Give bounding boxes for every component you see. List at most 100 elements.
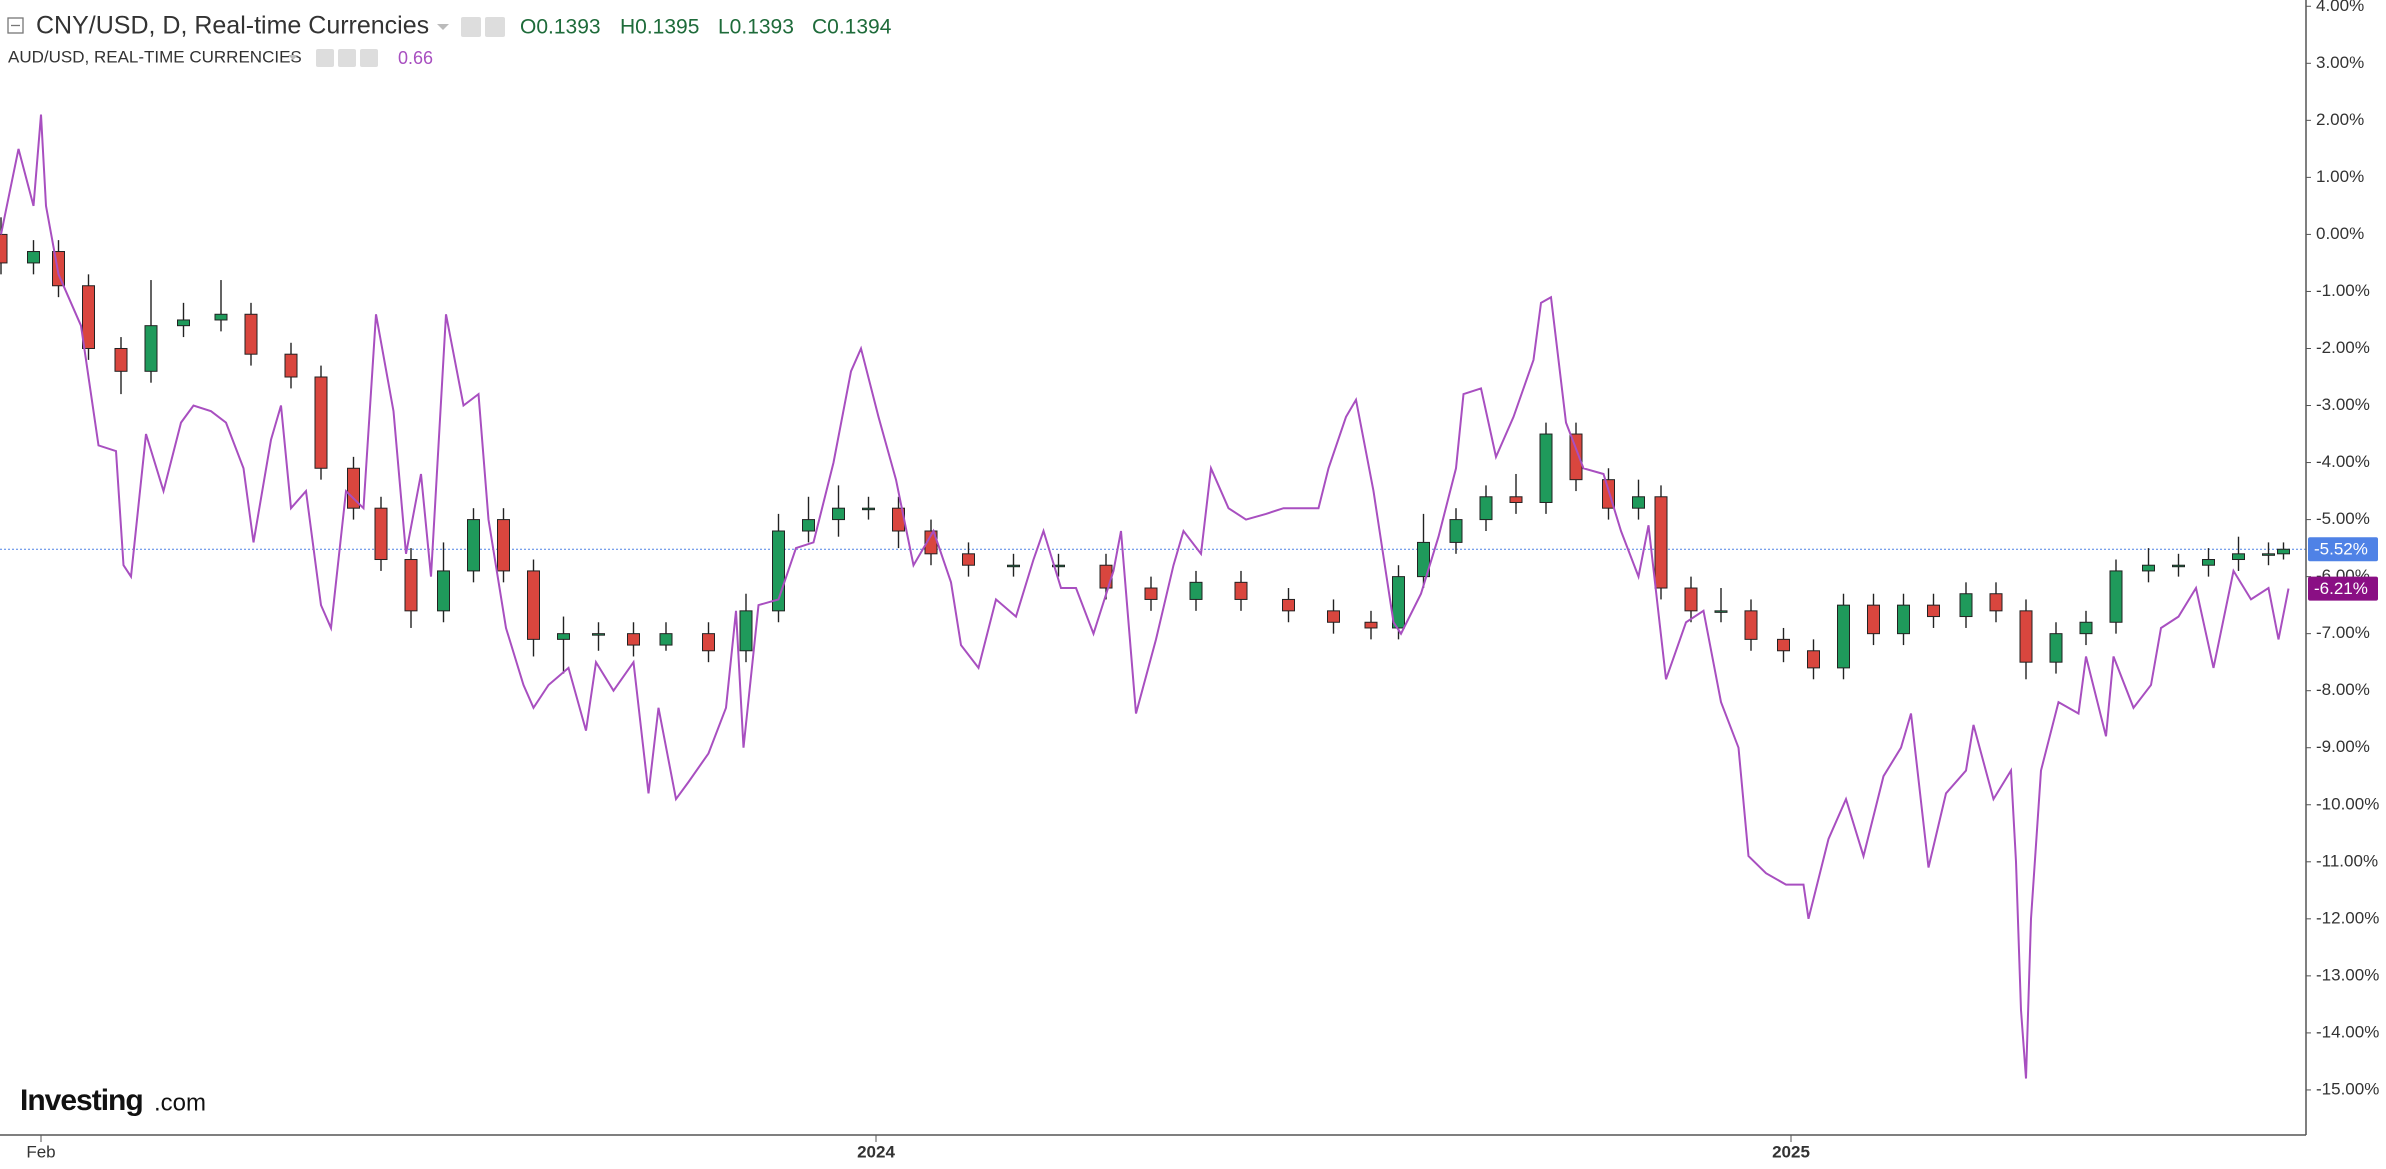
candle-body (2019, 610, 2033, 663)
candle-body (557, 633, 570, 640)
candle-body (659, 633, 673, 646)
candle-body (1777, 638, 1790, 652)
candle-body (1327, 610, 1340, 623)
candle-body (1807, 650, 1820, 669)
y-tick-label: 3.00% (2316, 53, 2364, 72)
candle-body (2277, 548, 2290, 555)
candle-body (1144, 587, 1158, 600)
candle-body (114, 347, 128, 372)
candle-body (27, 251, 40, 264)
candle-body (1449, 519, 1463, 543)
x-tick-label: 2025 (1772, 1142, 1810, 1161)
settings-icon[interactable] (316, 49, 334, 67)
candle-body (1189, 581, 1203, 600)
overlay-dropdown[interactable] (288, 55, 298, 60)
candle-body (284, 353, 298, 378)
candle-body (214, 313, 228, 321)
candle-body (1897, 604, 1910, 635)
ohlc-low: L0.1393 (718, 16, 794, 39)
chart-title: CNY/USD, D, Real-time Currencies (36, 12, 429, 40)
y-tick-label: -4.00% (2316, 452, 2370, 471)
candle-body (1539, 433, 1553, 503)
watermark-domain: .com (154, 1089, 206, 1116)
candle-body (1654, 496, 1668, 589)
candle-body (314, 376, 328, 469)
ohlc-close: C0.1394 (812, 16, 892, 39)
candle-body (962, 553, 975, 566)
price-tag: -6.21% (2314, 579, 2368, 598)
close-icon[interactable] (360, 49, 378, 67)
candle-body (1282, 598, 1295, 612)
collapse-icon[interactable] (7, 17, 24, 34)
candle-body (1392, 576, 1405, 629)
candle-body (1959, 593, 1973, 618)
x-tick-label: Feb (26, 1142, 55, 1161)
candle-body (82, 285, 95, 349)
overlay-name: AUD/USD, REAL-TIME CURRENCIES (8, 47, 302, 66)
candle-body (1632, 496, 1645, 509)
candle-body (2142, 564, 2155, 572)
title-dropdown[interactable] (437, 24, 449, 30)
settings-icon[interactable] (338, 49, 356, 67)
candle-body (1509, 496, 1523, 503)
candle-body (2172, 564, 2185, 568)
x-tick-label: 2024 (857, 1142, 895, 1161)
candle-body (1007, 564, 1020, 568)
candle-body (244, 313, 258, 355)
y-tick-label: -5.00% (2316, 509, 2370, 528)
candle-body (1479, 496, 1493, 521)
candle-body (1744, 610, 1758, 640)
y-tick-label: -14.00% (2316, 1022, 2379, 1041)
candle-body (0, 233, 8, 264)
candle-body (2049, 633, 2063, 663)
y-tick-label: 1.00% (2316, 167, 2364, 186)
watermark-brand: Investing (20, 1084, 143, 1117)
candle-body (702, 633, 715, 652)
price-tag-box (2308, 576, 2378, 601)
candle-body (2202, 559, 2215, 566)
candle-body (1569, 433, 1583, 481)
candle-body (1714, 610, 1728, 613)
candle-body (1099, 564, 1113, 589)
line-series (0, 114, 2290, 1079)
y-tick-label: -10.00% (2316, 794, 2379, 813)
candle-body (802, 519, 815, 532)
y-tick-label: -12.00% (2316, 908, 2379, 927)
y-tick-label: -2.00% (2316, 338, 2370, 357)
overlay-price: 0.66 (398, 48, 433, 68)
candle-body (2109, 570, 2123, 623)
y-tick-label: -9.00% (2316, 737, 2370, 756)
candle-body (497, 519, 510, 572)
candle-body (437, 570, 450, 612)
candle-body (1364, 621, 1378, 629)
candle-body (627, 633, 640, 646)
y-tick-label: -13.00% (2316, 965, 2379, 984)
candle-body (527, 570, 540, 640)
y-tick-label: -1.00% (2316, 281, 2370, 300)
candle-body (404, 559, 418, 612)
candle-body (862, 507, 875, 511)
candle-body (592, 633, 605, 636)
y-tick-label: -3.00% (2316, 395, 2370, 414)
y-tick-label: 2.00% (2316, 110, 2364, 129)
candle-body (1867, 604, 1880, 635)
price-tag: -5.52% (2314, 540, 2368, 559)
candle-body (2232, 553, 2245, 561)
candle-body (1989, 593, 2003, 612)
y-tick-label: -15.00% (2316, 1079, 2379, 1098)
settings-icon[interactable] (485, 17, 505, 37)
candle-body (1234, 581, 1248, 600)
y-tick-label: 4.00% (2316, 0, 2364, 15)
y-tick-label: -7.00% (2316, 623, 2370, 642)
ohlc-high: H0.1395 (620, 16, 699, 39)
price-tag-box (2308, 537, 2378, 562)
candle-body (1927, 604, 1940, 618)
candle-body (832, 507, 845, 521)
candle-body (467, 519, 480, 572)
settings-icon[interactable] (461, 17, 481, 37)
candle-body (739, 610, 753, 652)
candle-body (2262, 553, 2275, 556)
plot-area (0, 114, 2306, 1079)
